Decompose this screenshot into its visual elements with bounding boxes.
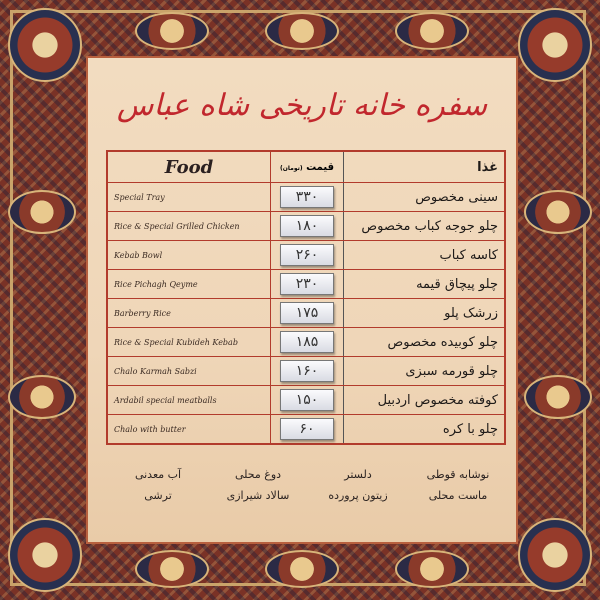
food-name-fa: سینی مخصوص <box>343 182 506 212</box>
food-name-en: Rice & Special Grilled Chicken <box>106 211 271 241</box>
price-cell: ۱۸۰ <box>270 211 344 241</box>
table-row: Rice Pichagh Qeyme ۲۳۰ چلو پیچاق قیمه <box>106 269 506 299</box>
price-cell: ۶۰ <box>270 414 344 445</box>
extras-list: نوشابه قوطی دلستر دوغ محلی آب معدنی ماست محل… <box>108 468 508 502</box>
medallion-ornament <box>8 375 76 419</box>
extra-item: آب معدنی <box>134 468 182 481</box>
price-tag: ۲۳۰ <box>280 273 334 295</box>
food-name-fa: چلو با کره <box>343 414 506 445</box>
price-tag: ۶۰ <box>280 418 334 440</box>
price-cell: ۱۵۰ <box>270 385 344 415</box>
food-name-fa: چلو قورمه سبزی <box>343 356 506 386</box>
food-name-fa: چلو پیچاق قیمه <box>343 269 506 299</box>
medallion-ornament <box>395 550 469 588</box>
price-tag: ۱۵۰ <box>280 389 334 411</box>
extra-item: دلستر <box>344 468 372 481</box>
table-row: Rice & Special Grilled Chicken ۱۸۰ چلو ج… <box>106 211 506 241</box>
header-food-en: Food <box>106 150 271 183</box>
price-tag: ۱۶۰ <box>280 360 334 382</box>
extra-item: ترشی <box>144 489 172 502</box>
price-tag: ۱۷۵ <box>280 302 334 324</box>
medallion-ornament <box>524 375 592 419</box>
medallion-ornament <box>265 12 339 50</box>
price-cell: ۲۳۰ <box>270 269 344 299</box>
food-name-fa: زرشک پلو <box>343 298 506 328</box>
food-name-en: Rice Pichagh Qeyme <box>106 269 271 299</box>
corner-ornament <box>518 518 592 592</box>
header-price-unit: (تومان) <box>280 164 303 172</box>
price-cell: ۱۸۵ <box>270 327 344 357</box>
table-row: Ardabil special meatballs ۱۵۰ کوفته مخصو… <box>106 385 506 415</box>
table-row: Rice & Special Kubideh Kebab ۱۸۵ چلو کوب… <box>106 327 506 357</box>
table-row: Special Tray ۳۳۰ سینی مخصوص <box>106 182 506 212</box>
table-row: Barberry Rice ۱۷۵ زرشک پلو <box>106 298 506 328</box>
price-cell: ۱۷۵ <box>270 298 344 328</box>
header-food-fa: غذا <box>343 150 506 183</box>
food-name-en: Barberry Rice <box>106 298 271 328</box>
corner-ornament <box>8 518 82 592</box>
extra-item: نوشابه قوطی <box>426 468 490 481</box>
food-name-fa: چلو جوجه کباب مخصوص <box>343 211 506 241</box>
medallion-ornament <box>8 190 76 234</box>
food-name-en: Kebab Bowl <box>106 240 271 270</box>
corner-ornament <box>518 8 592 82</box>
food-name-fa: کوفته مخصوص اردبیل <box>343 385 506 415</box>
table-row: Kebab Bowl ۲۶۰ کاسه کباب <box>106 240 506 270</box>
price-tag: ۳۳۰ <box>280 186 334 208</box>
menu-panel: سفره خانه تاریخی شاه عباس Food قیمت (توم… <box>86 56 518 544</box>
price-tag: ۱۸۵ <box>280 331 334 353</box>
header-price: قیمت (تومان) <box>270 150 344 183</box>
table-header: Food قیمت (تومان) غذا <box>106 150 506 183</box>
extra-item: دوغ محلی <box>234 468 282 481</box>
food-name-en: Special Tray <box>106 182 271 212</box>
price-tag: ۱۸۰ <box>280 215 334 237</box>
extra-item: سالاد شیرازی <box>226 489 290 502</box>
price-cell: ۳۳۰ <box>270 182 344 212</box>
medallion-ornament <box>135 12 209 50</box>
corner-ornament <box>8 8 82 82</box>
medallion-ornament <box>524 190 592 234</box>
menu-title: سفره خانه تاریخی شاه عباس <box>116 88 488 123</box>
food-name-en: Chalo Karmah Sabzi <box>106 356 271 386</box>
food-name-fa: چلو کوبیده مخصوص <box>343 327 506 357</box>
table-row: Chalo Karmah Sabzi ۱۶۰ چلو قورمه سبزی <box>106 356 506 386</box>
price-cell: ۱۶۰ <box>270 356 344 386</box>
food-name-fa: کاسه کباب <box>343 240 506 270</box>
extra-item: زیتون پرورده <box>328 489 388 502</box>
price-tag: ۲۶۰ <box>280 244 334 266</box>
medallion-ornament <box>265 550 339 588</box>
table-row: Chalo with butter ۶۰ چلو با کره <box>106 414 506 445</box>
medallion-ornament <box>395 12 469 50</box>
menu-table: Food قیمت (تومان) غذا Special Tray ۳۳۰ س… <box>106 150 506 445</box>
food-name-en: Chalo with butter <box>106 414 271 445</box>
food-name-en: Rice & Special Kubideh Kebab <box>106 327 271 357</box>
price-cell: ۲۶۰ <box>270 240 344 270</box>
header-price-label: قیمت <box>306 161 334 173</box>
medallion-ornament <box>135 550 209 588</box>
food-name-en: Ardabil special meatballs <box>106 385 271 415</box>
extra-item: ماست محلی <box>428 489 488 502</box>
